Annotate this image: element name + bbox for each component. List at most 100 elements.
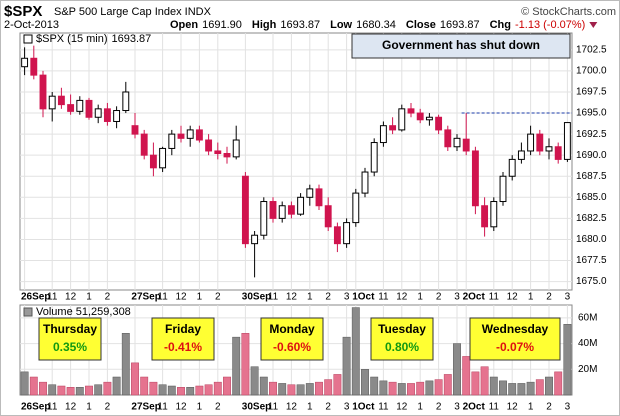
source: © StockCharts.com: [521, 6, 616, 18]
candle-body: [122, 91, 130, 112]
volume-bar: [232, 336, 241, 396]
candle-body: [545, 146, 553, 152]
volume-bar: [112, 376, 121, 396]
candle-body: [57, 95, 65, 106]
day-box: [370, 317, 434, 361]
x-tick-label: 12: [175, 402, 187, 413]
x-tick-label: 12: [65, 402, 77, 413]
x-tick-label: 1Oct: [352, 292, 375, 303]
y-tick-label: 1702.5: [576, 44, 607, 55]
volume-legend: Volume 51,259,308: [36, 306, 131, 318]
candle-body: [462, 138, 470, 152]
x-tick-label: 30Sep: [242, 402, 271, 413]
volume-bar: [250, 366, 259, 396]
y-tick-label: 1677.5: [576, 255, 607, 266]
volume-bar: [278, 383, 287, 396]
volume-bar: [324, 379, 333, 396]
day-change: -0.07%: [496, 340, 534, 354]
day-change: 0.80%: [385, 340, 419, 354]
legend-key: [23, 34, 33, 44]
y-tick-label: 1682.5: [576, 213, 607, 224]
volume-tick-label: 60M: [578, 312, 597, 323]
candle-body: [444, 129, 452, 148]
day-change: -0.60%: [273, 340, 311, 354]
candle-body: [177, 133, 185, 139]
x-tick-label: 12: [396, 292, 408, 303]
candle-body: [563, 122, 571, 160]
candle-body: [297, 196, 305, 215]
volume-bar: [29, 376, 38, 396]
candle-body: [131, 125, 139, 135]
quote-bar: Open 1691.90 High 1693.87 Low 1680.34 Close 169…: [170, 19, 598, 31]
volume-bar: [167, 385, 176, 396]
quote-value: -1.13 (-0.07%): [515, 19, 585, 31]
quote-value: 1693.87: [280, 19, 320, 31]
x-tick-label: 1: [307, 402, 313, 413]
x-tick-label: 11: [489, 402, 500, 413]
legend-last: 1693.87: [112, 33, 152, 45]
x-tick-label: 1: [197, 402, 203, 413]
candle-body: [241, 175, 249, 245]
candle-body: [508, 158, 516, 177]
candle-body: [481, 205, 489, 228]
volume-bar: [554, 371, 563, 396]
x-tick-label: 1: [86, 402, 92, 413]
volume-bar: [186, 387, 195, 396]
quote-value: 1693.87: [440, 19, 480, 31]
candle-body: [168, 133, 176, 149]
x-tick-label: 2: [436, 292, 442, 303]
volume-bar: [269, 381, 277, 396]
candle-body: [287, 205, 295, 215]
x-tick-label: 2: [546, 402, 552, 413]
volume-bar: [333, 374, 342, 396]
candle-body: [499, 175, 507, 203]
volume-bar: [563, 324, 572, 396]
x-tick-label: 3: [454, 292, 460, 303]
x-tick-label: 1: [528, 292, 534, 303]
y-tick-label: 1687.5: [576, 171, 607, 182]
overlay: 1675.0 1677.5 1680.0 1682.5 1685.0 1687.5 1690…: [21, 33, 607, 413]
marks: [20, 45, 572, 396]
candle-body: [251, 234, 259, 245]
x-tick-label: 2: [436, 402, 442, 413]
volume-bar: [57, 385, 66, 396]
candle-body: [389, 125, 397, 131]
x-tick-label: 26Sep: [21, 402, 50, 413]
candle-body: [398, 108, 406, 131]
volume-bar: [535, 379, 544, 396]
y-tick-label: 1692.5: [576, 129, 607, 140]
volume-bar: [443, 374, 452, 396]
candle-body: [453, 137, 461, 148]
x-tick-label: 12: [396, 402, 408, 413]
candle-body: [76, 99, 84, 112]
day-box: [38, 317, 102, 361]
day-name: Monday: [269, 322, 315, 336]
candle-body: [471, 150, 479, 207]
volume-bar: [296, 384, 305, 396]
day-box: [469, 317, 561, 361]
y-tick-label: 1685.0: [576, 192, 607, 203]
candle-body: [94, 108, 102, 118]
volume-bar: [361, 369, 369, 396]
x-tick-label: 2: [546, 292, 552, 303]
volume-tick-label: 40M: [578, 338, 597, 349]
annotation-box: [351, 33, 571, 59]
candle-body: [67, 104, 75, 112]
day-name: Tuesday: [378, 322, 426, 336]
candle-body: [416, 112, 424, 121]
x-tick-label: 2Oct: [463, 292, 486, 303]
candle-body: [517, 150, 525, 160]
candle-body: [315, 188, 323, 207]
day-change: -0.41%: [164, 340, 202, 354]
volume-bar: [388, 381, 397, 396]
x-tick-label: 11: [268, 402, 279, 413]
volume-bar: [149, 381, 158, 396]
x-tick-label: 11: [268, 292, 279, 303]
y-tick-label: 1680.0: [576, 234, 607, 245]
x-tick-label: 26Sep: [21, 292, 50, 303]
candle-body: [343, 222, 351, 245]
candle-body: [361, 171, 369, 194]
volume-bar: [416, 381, 425, 396]
quote-label: Close: [406, 19, 436, 31]
